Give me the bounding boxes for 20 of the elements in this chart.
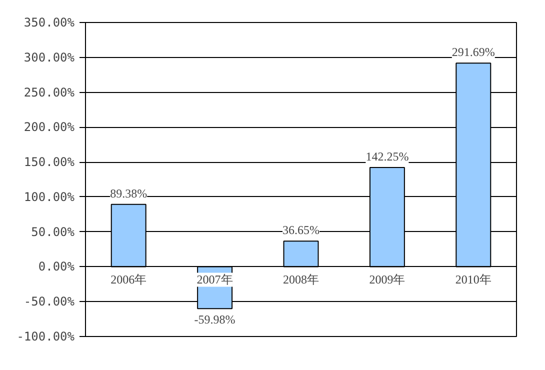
- y-tick-label: 200.00%: [24, 120, 76, 134]
- x-tick-label: 2006年: [110, 272, 147, 287]
- y-tick-label: 350.00%: [24, 16, 76, 30]
- x-tick-label: 2010年: [455, 272, 492, 287]
- data-label: -59.98%: [194, 312, 236, 327]
- data-label: 291.69%: [452, 45, 495, 60]
- y-tick-label: 50.00%: [31, 224, 76, 239]
- y-tick-label: -50.00%: [24, 294, 76, 309]
- x-tick-label: 2007年: [196, 272, 233, 287]
- y-tick-label: 0.00%: [38, 260, 76, 274]
- y-tick-label: 300.00%: [24, 50, 76, 64]
- y-tick-label: 150.00%: [24, 155, 76, 170]
- data-label: 89.38%: [110, 186, 148, 200]
- x-tick-label: 2008年: [283, 272, 319, 287]
- x-tick-label: 2009年: [369, 272, 406, 287]
- y-tick-label: 100.00%: [24, 190, 76, 204]
- y-tick-label: 250.00%: [24, 85, 76, 100]
- data-label: 142.25%: [366, 149, 409, 164]
- y-tick-label: -100.00%: [16, 330, 76, 344]
- data-label: 36.65%: [282, 223, 320, 238]
